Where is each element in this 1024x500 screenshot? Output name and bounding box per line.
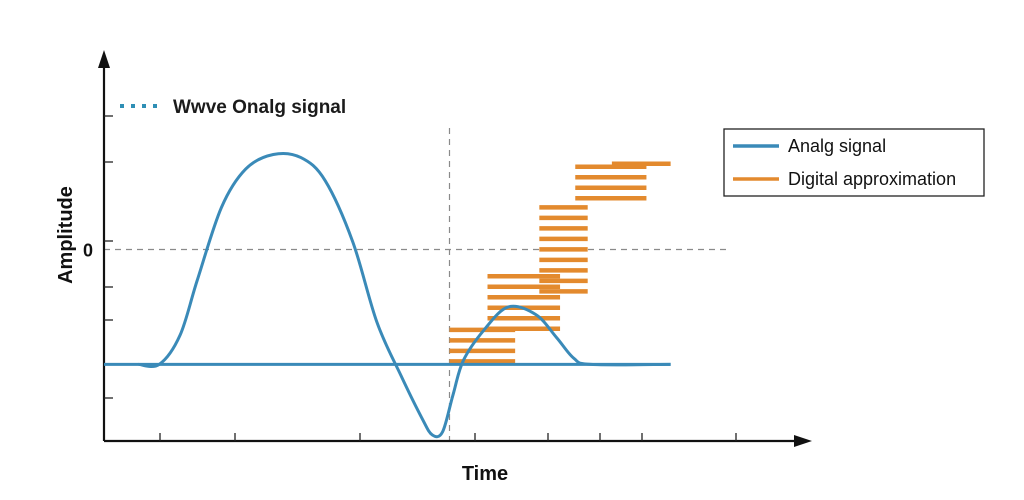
digital-step	[449, 327, 516, 364]
digital-approximation-series	[449, 161, 671, 364]
x-axis-title: Time	[462, 463, 508, 485]
digital-step	[539, 205, 588, 294]
x-axis-arrow	[794, 435, 812, 447]
axis-ticks	[104, 115, 737, 441]
axes	[98, 50, 812, 447]
analog-signal-line	[138, 151, 671, 439]
legend: Analg signal Digital approximation	[723, 128, 985, 197]
y-tick-label: 0	[83, 241, 93, 261]
legend-label-digital: Digital approximation	[788, 169, 956, 189]
y-axis-title: Amplitude	[55, 186, 77, 284]
caption-text: Wwve Onalg signal	[173, 97, 346, 118]
digital-step	[487, 274, 561, 332]
legend-box	[723, 128, 985, 197]
reference-lines	[104, 128, 728, 441]
y-axis-arrow	[98, 50, 110, 68]
analog-signal-series	[103, 151, 671, 439]
legend-label-analog: Analg signal	[788, 136, 886, 156]
digital-step	[575, 164, 647, 201]
caption: Wwve Onalg signal	[120, 97, 346, 118]
